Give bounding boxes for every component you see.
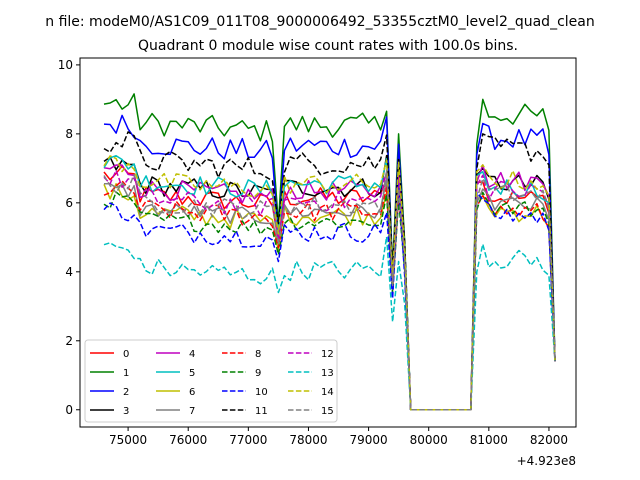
- y-tick-label: 0: [65, 403, 73, 417]
- chart-title: Quadrant 0 module wise count rates with …: [138, 38, 518, 54]
- legend-label-0: 0: [123, 349, 129, 360]
- legend-label-9: 9: [255, 368, 261, 379]
- legend-label-11: 11: [255, 406, 268, 417]
- legend-label-1: 1: [123, 368, 129, 379]
- legend-box: [84, 339, 338, 423]
- series-line-14: [103, 155, 556, 411]
- series-line-1: [103, 93, 556, 411]
- legend-label-15: 15: [321, 406, 334, 417]
- legend-label-13: 13: [321, 368, 334, 379]
- series-line-5: [103, 154, 556, 411]
- legend-label-4: 4: [189, 349, 195, 360]
- y-tick-label: 4: [65, 265, 73, 279]
- x-tick-label: 82000: [530, 433, 568, 447]
- x-tick-label: 77000: [229, 433, 267, 447]
- legend-label-10: 10: [255, 387, 268, 398]
- series-lines: [103, 93, 556, 411]
- series-line-10: [103, 181, 556, 411]
- series-line-15: [103, 169, 556, 411]
- series-line-2: [103, 114, 556, 411]
- series-line-0: [103, 165, 556, 411]
- legend-label-14: 14: [321, 387, 334, 398]
- plot-frame: [79, 57, 577, 428]
- x-tick-label: 76000: [169, 433, 207, 447]
- legend-label-2: 2: [123, 387, 129, 398]
- figure-suptitle: n file: modeM0/AS1C09_011T08_9000006492_…: [45, 14, 594, 30]
- y-tick-label: 10: [58, 58, 73, 72]
- series-line-9: [103, 191, 556, 411]
- series-line-11: [103, 131, 556, 411]
- y-tick-label: 8: [65, 127, 73, 141]
- series-line-12: [103, 169, 556, 411]
- legend-label-3: 3: [123, 406, 129, 417]
- x-tick-label: 81000: [470, 433, 508, 447]
- x-tick-label: 80000: [410, 433, 448, 447]
- y-tick-label: 2: [65, 334, 73, 348]
- legend-label-5: 5: [189, 368, 195, 379]
- x-tick-label: 79000: [349, 433, 387, 447]
- y-tick-label: 6: [65, 196, 73, 210]
- x-tick-label: 75000: [109, 433, 147, 447]
- series-line-13: [103, 236, 556, 411]
- legend-label-8: 8: [255, 349, 261, 360]
- y-axis: 0 2 4 6 8 10: [58, 58, 80, 417]
- legend-label-6: 6: [189, 387, 195, 398]
- legend-label-12: 12: [321, 349, 334, 360]
- x-axis: 75000 76000 77000 78000 79000 80000 81000 82000: [109, 427, 568, 447]
- legend-label-7: 7: [189, 406, 195, 417]
- x-offset-label: +4.923e8: [517, 454, 576, 468]
- x-tick-label: 78000: [289, 433, 327, 447]
